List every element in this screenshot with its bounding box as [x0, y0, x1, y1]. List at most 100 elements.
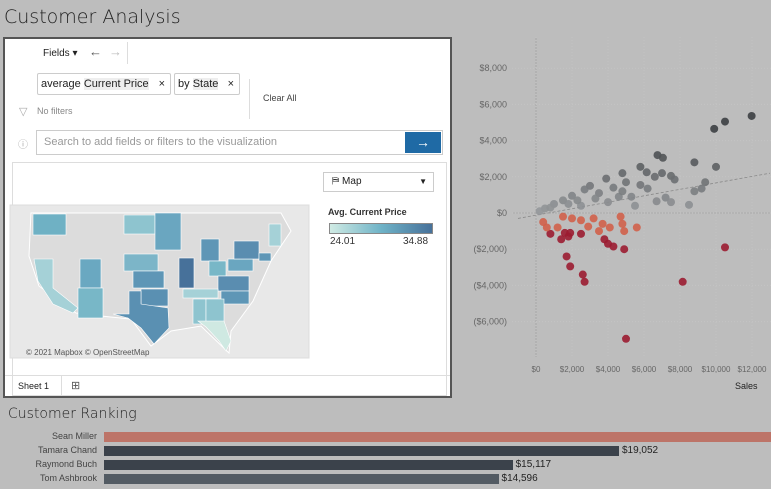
scatter-point[interactable]	[602, 174, 611, 183]
scatter-point[interactable]	[535, 207, 544, 216]
scatter-point[interactable]	[562, 252, 571, 261]
scatter-point[interactable]	[578, 270, 587, 279]
scatter-point[interactable]	[632, 223, 641, 232]
scatter-point[interactable]	[577, 216, 585, 225]
scatter-point[interactable]	[697, 184, 706, 193]
scatter-point[interactable]	[721, 243, 729, 252]
scatter-point[interactable]	[658, 169, 666, 178]
scatter-point[interactable]	[670, 175, 679, 184]
info-icon[interactable]: ⓘ	[18, 140, 28, 151]
scatter-point[interactable]	[568, 191, 576, 200]
y-tick-label: $4,000	[479, 136, 507, 146]
scatter-point[interactable]	[661, 193, 670, 202]
close-icon[interactable]: ×	[227, 78, 234, 90]
scatter-point[interactable]	[701, 178, 710, 187]
scatter-point[interactable]	[652, 197, 661, 206]
scatter-point[interactable]	[622, 334, 630, 343]
state-mn	[154, 212, 182, 251]
clear-all-button[interactable]: Clear All	[263, 93, 297, 103]
scatter-point[interactable]	[678, 277, 687, 286]
submit-button[interactable]: →	[405, 132, 441, 153]
scatter-point[interactable]	[566, 262, 575, 271]
scatter-point[interactable]	[568, 214, 576, 223]
scatter-point[interactable]	[658, 153, 667, 162]
y-tick-label: $6,000	[479, 99, 507, 109]
scatter-point[interactable]	[580, 277, 589, 286]
scatter-point[interactable]	[557, 235, 566, 244]
bar-value-label: $15,117	[515, 459, 552, 470]
y-tick-label: $2,000	[479, 172, 507, 182]
scatter-point[interactable]	[721, 117, 729, 126]
scatter-point[interactable]	[690, 158, 699, 167]
pill-prefix: average	[41, 78, 81, 90]
scatter-point[interactable]	[620, 227, 629, 236]
search-field[interactable]: Search to add fields or filters to the v…	[36, 130, 443, 155]
x-tick-label: $0	[532, 365, 541, 374]
field-pill-state[interactable]: by State ×	[174, 73, 240, 95]
scatter-point[interactable]	[584, 222, 593, 231]
scatter-point[interactable]	[598, 219, 607, 228]
scatter-point[interactable]	[595, 227, 603, 236]
ranking-bar[interactable]	[104, 460, 513, 470]
new-sheet-icon[interactable]: ⊞	[71, 380, 81, 392]
scatter-point[interactable]	[712, 162, 720, 171]
ranking-bar[interactable]	[104, 474, 499, 484]
scatter-point[interactable]	[685, 200, 693, 209]
ranking-bar[interactable]	[104, 446, 619, 456]
scatter-point[interactable]	[577, 229, 585, 238]
scatter-point[interactable]	[618, 219, 627, 228]
fields-label: Fields	[43, 48, 70, 59]
viz-type-dropdown[interactable]: ⛿ Map ▼	[323, 172, 434, 192]
customer-name: Tom Ashbrook	[39, 473, 97, 483]
dashboard-title: Customer Analysis	[4, 6, 181, 28]
scatter-point[interactable]	[546, 229, 555, 238]
scatter-point[interactable]	[609, 183, 618, 192]
scatter-point[interactable]	[616, 212, 625, 221]
scatter-point[interactable]	[618, 169, 627, 178]
x-tick-label: $4,000	[596, 365, 621, 374]
scatter-point[interactable]	[604, 198, 612, 207]
x-axis-label: Sales	[735, 381, 758, 391]
scatter-point[interactable]	[620, 245, 629, 254]
scatter-point[interactable]	[559, 212, 567, 221]
arrow-left-icon[interactable]: ←	[89, 44, 102, 59]
scatter-point[interactable]	[710, 124, 719, 133]
scatter-point[interactable]	[605, 223, 614, 232]
scatter-point[interactable]	[643, 184, 652, 193]
state-ca	[33, 258, 79, 314]
map-icon: ⛿	[332, 176, 340, 187]
scatter-point[interactable]	[636, 180, 645, 189]
scatter-point[interactable]	[539, 218, 548, 227]
scatter-point[interactable]	[589, 214, 598, 223]
us-map[interactable]	[1, 1, 321, 361]
customer-name: Raymond Buch	[35, 459, 97, 469]
scatter-point[interactable]	[631, 201, 639, 210]
fields-menu[interactable]: Fields ▾	[43, 48, 78, 59]
close-icon[interactable]: ×	[158, 78, 165, 90]
scatter-point[interactable]	[580, 185, 589, 194]
ranking-bar[interactable]	[104, 432, 771, 442]
scatter-point[interactable]	[690, 187, 699, 196]
field-pill-current-price[interactable]: average Current Price ×	[37, 73, 171, 95]
state-pa	[227, 258, 254, 272]
scatter-point[interactable]	[553, 223, 562, 232]
scatter-point[interactable]	[667, 198, 675, 207]
arrow-right-icon[interactable]: →	[109, 44, 122, 59]
scatter-point[interactable]	[642, 168, 651, 177]
chevron-down-icon: ▼	[419, 177, 427, 186]
scatter-point[interactable]	[546, 203, 555, 212]
scatter-point[interactable]	[636, 162, 645, 171]
scatter-point[interactable]	[600, 235, 609, 244]
scatter-point[interactable]	[627, 192, 636, 201]
x-tick-label: $12,000	[738, 365, 767, 374]
scatter-point[interactable]	[573, 196, 582, 205]
scatter-point[interactable]	[566, 228, 575, 237]
sheet-tab[interactable]: Sheet 1	[18, 381, 50, 391]
scatter-point[interactable]	[618, 187, 627, 196]
state-ut	[79, 258, 102, 289]
scatter-point[interactable]	[622, 178, 630, 187]
scatter-point[interactable]	[564, 199, 573, 208]
scatter-point[interactable]	[747, 111, 756, 120]
scatter-point[interactable]	[591, 194, 600, 203]
scatter-point[interactable]	[650, 172, 659, 181]
